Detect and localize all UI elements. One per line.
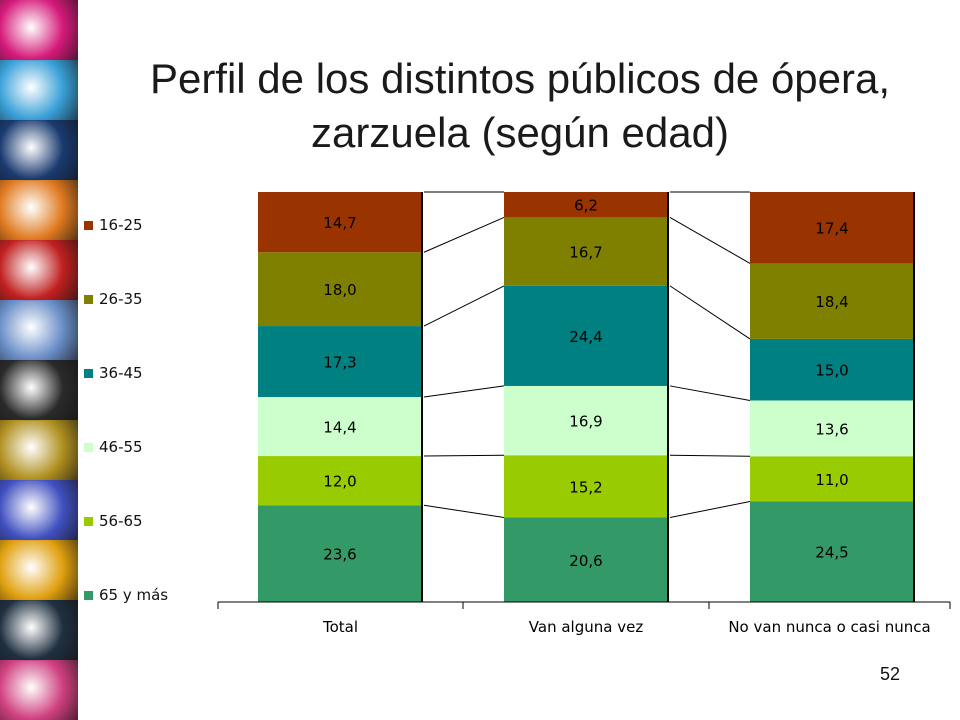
- data-label: 17,3: [323, 354, 356, 372]
- photo-tile: [0, 600, 78, 661]
- photo-tile: [0, 660, 78, 720]
- stacked-bar-chart: 23,6 12,0 14,4 17,3 18,0 14,7 20,6 15,2 16,9 24,4…: [217, 191, 951, 636]
- legend-item: 26-35: [84, 288, 143, 310]
- series-connector-line: [423, 216, 505, 253]
- bar-segment: [750, 192, 914, 264]
- legend-swatch: [84, 294, 93, 304]
- bar-segment: [258, 505, 422, 602]
- legend-swatch: [84, 590, 93, 600]
- bar-segment: [258, 456, 422, 506]
- data-label: 16,7: [569, 244, 602, 262]
- bar-segment: [504, 455, 668, 518]
- bar-segment: [750, 338, 914, 401]
- data-label: 23,6: [323, 546, 356, 564]
- photo-tile: [0, 60, 78, 121]
- data-label: 17,4: [815, 220, 848, 238]
- title-line-1: Perfil de los distintos públicos de óper…: [149, 55, 891, 102]
- bar-segment: [258, 326, 422, 397]
- legend-item: 56-65: [84, 510, 143, 532]
- series-connector-line: [669, 385, 751, 401]
- x-tick-label: No van nunca o casi nunca: [728, 618, 930, 636]
- legend-item: 46-55: [84, 436, 143, 458]
- data-label: 11,0: [815, 471, 848, 489]
- data-label: 24,5: [815, 544, 848, 562]
- bar-segment: [750, 400, 914, 457]
- data-label: 24,4: [569, 328, 602, 346]
- legend-swatch: [84, 368, 93, 378]
- photo-tile: [0, 120, 78, 181]
- bar-segment: [258, 252, 422, 327]
- bar-segment: [258, 397, 422, 457]
- bar-segment: [258, 192, 422, 253]
- series-connector-line: [423, 285, 505, 327]
- photo-tile: [0, 180, 78, 241]
- bar-segment: [504, 285, 668, 386]
- legend-swatch: [84, 442, 93, 452]
- data-label: 15,2: [569, 478, 602, 496]
- x-tick-label: Total: [322, 618, 358, 636]
- legend-label: 56-65: [99, 512, 143, 530]
- page-number: 52: [880, 664, 901, 684]
- series-connector-line: [669, 500, 751, 519]
- series-connector-line: [669, 216, 751, 264]
- series-connector-line: [423, 385, 505, 398]
- x-tick-label: Van alguna vez: [529, 618, 644, 636]
- data-label: 20,6: [569, 552, 602, 570]
- bar-segment: [750, 456, 914, 502]
- data-label: 14,7: [323, 214, 356, 232]
- photo-tile: [0, 420, 78, 481]
- bar-segment: [504, 517, 668, 602]
- photo-tile: [0, 0, 78, 61]
- legend-swatch: [84, 516, 93, 526]
- data-label: 12,0: [323, 473, 356, 491]
- series-connector-line: [669, 454, 751, 457]
- photo-tile: [0, 540, 78, 601]
- series-connector-line: [669, 285, 751, 340]
- series-connector-line: [423, 454, 505, 457]
- data-label: 6,2: [574, 197, 598, 215]
- data-label: 14,4: [323, 419, 356, 437]
- data-label: 16,9: [569, 413, 602, 431]
- legend-label: 16-25: [99, 216, 143, 234]
- legend-label: 46-55: [99, 438, 143, 456]
- data-label: 13,6: [815, 420, 848, 438]
- page-title: Perfil de los distintos públicos de óper…: [80, 52, 960, 160]
- legend-item: 65 y más: [84, 584, 168, 606]
- legend-item: 16-25: [84, 214, 143, 236]
- legend-label: 26-35: [99, 290, 143, 308]
- bar-segment: [504, 217, 668, 286]
- bar-segment: [504, 192, 668, 218]
- legend-label: 36-45: [99, 364, 143, 382]
- bar-segment: [504, 385, 668, 456]
- bar-segment: [750, 263, 914, 339]
- bar-segment: [750, 501, 914, 602]
- data-label: 18,0: [323, 281, 356, 299]
- series-connector-line: [423, 504, 505, 519]
- legend-label: 65 y más: [99, 586, 169, 604]
- photo-tile: [0, 360, 78, 421]
- title-line-2: zarzuela (según edad): [311, 109, 729, 156]
- photo-tile: [0, 240, 78, 301]
- legend-swatch: [84, 220, 93, 230]
- photo-strip: [0, 0, 78, 720]
- data-label: 15,0: [815, 362, 848, 380]
- photo-tile: [0, 480, 78, 541]
- data-label: 18,4: [815, 293, 848, 311]
- chart-legend: 16-25 26-35 36-45 46-55 56-65 65 y más: [84, 214, 204, 614]
- legend-item: 36-45: [84, 362, 143, 384]
- photo-tile: [0, 300, 78, 361]
